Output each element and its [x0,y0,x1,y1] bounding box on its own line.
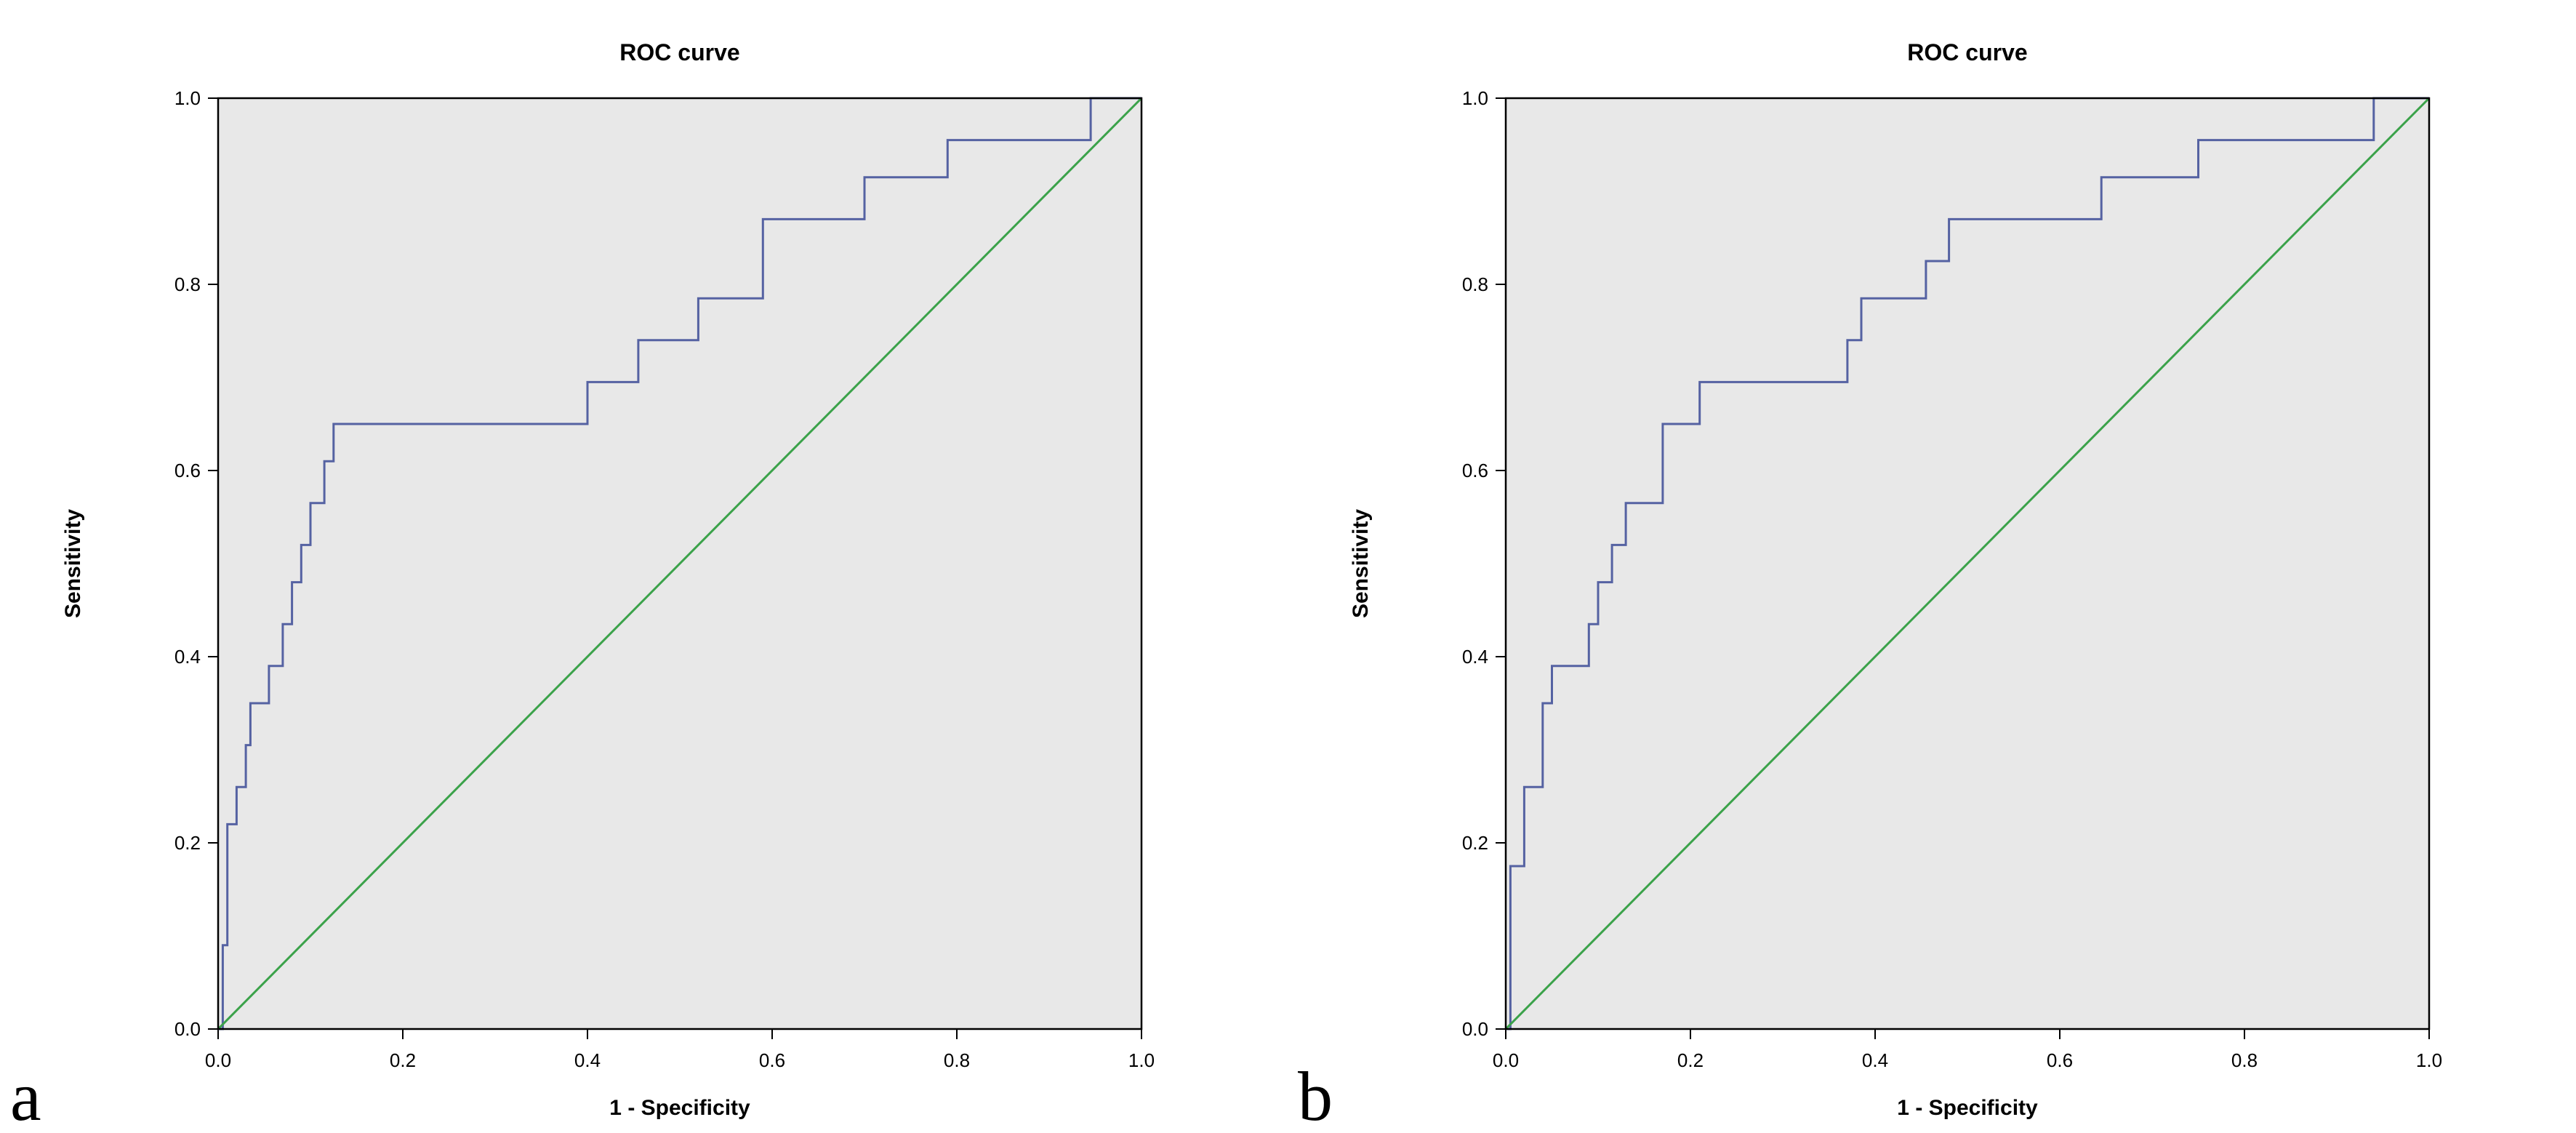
y-tick-label: 0.6 [174,460,201,481]
x-tick-label: 0.8 [944,1049,970,1071]
roc-chart-a: ROC curve 0.0 0.2 0.4 0.6 0.8 1.0 0.0 0.2 0.4 0.6 0… [61,39,1155,1120]
x-axis-label: 1 - Specificity [609,1096,750,1120]
y-tick-label: 0.8 [174,273,201,295]
y-tick-label: 0.4 [174,646,201,668]
x-tick-label: 0.8 [2231,1049,2258,1071]
panel-letter-b: b [1298,1057,1333,1133]
y-axis-label: Sensitivity [1349,509,1373,618]
x-tick-label: 0.0 [1493,1049,1519,1071]
x-tick-label: 0.4 [574,1049,601,1071]
x-tick-label: 0.4 [1862,1049,1888,1071]
x-tick-label: 0.2 [390,1049,416,1071]
roc-chart-b: ROC curve 0.0 0.2 0.4 0.6 0.8 1.0 0.0 0.2 0.4 0.6 0… [1349,39,2442,1120]
roc-curve [1506,97,2429,1030]
plot-border [217,97,1143,1030]
chart-title: ROC curve [1907,39,2027,65]
x-tick-label: 1.0 [2416,1049,2442,1071]
y-tick-label: 0.2 [1462,832,1488,854]
y-tick-label: 0.8 [1462,273,1488,295]
x-tick-label: 0.2 [1677,1049,1704,1071]
y-tick-label: 0.6 [1462,460,1488,481]
y-axis-label: Sensitivity [61,509,85,618]
plot-border [1504,97,2431,1030]
x-tick-label: 1.0 [1128,1049,1155,1071]
reference-line [217,97,1143,1030]
y-tick-label: 0.2 [174,832,201,854]
x-tick-label: 0.6 [2047,1049,2073,1071]
y-tick-label: 0.0 [174,1018,201,1040]
reference-line [1504,97,2431,1030]
roc-panel-a: ROC curve 0.0 0.2 0.4 0.6 0.8 1.0 0.0 0.2 0.4 0.6 0… [10,39,1155,1133]
y-tick-label: 0.0 [1462,1018,1488,1040]
y-tick-label: 0.4 [1462,646,1488,668]
y-tick-label: 1.0 [174,87,201,109]
x-axis-label: 1 - Specificity [1897,1096,2038,1120]
roc-panel-b: ROC curve 0.0 0.2 0.4 0.6 0.8 1.0 0.0 0.2 0.4 0.6 0… [1288,0,2575,1133]
x-tick-label: 0.0 [205,1049,231,1071]
y-tick-label: 1.0 [1462,87,1488,109]
x-tick-label: 0.6 [759,1049,785,1071]
chart-title: ROC curve [619,39,739,65]
panel-letter-a: a [10,1057,41,1133]
roc-curve [218,97,1141,1030]
